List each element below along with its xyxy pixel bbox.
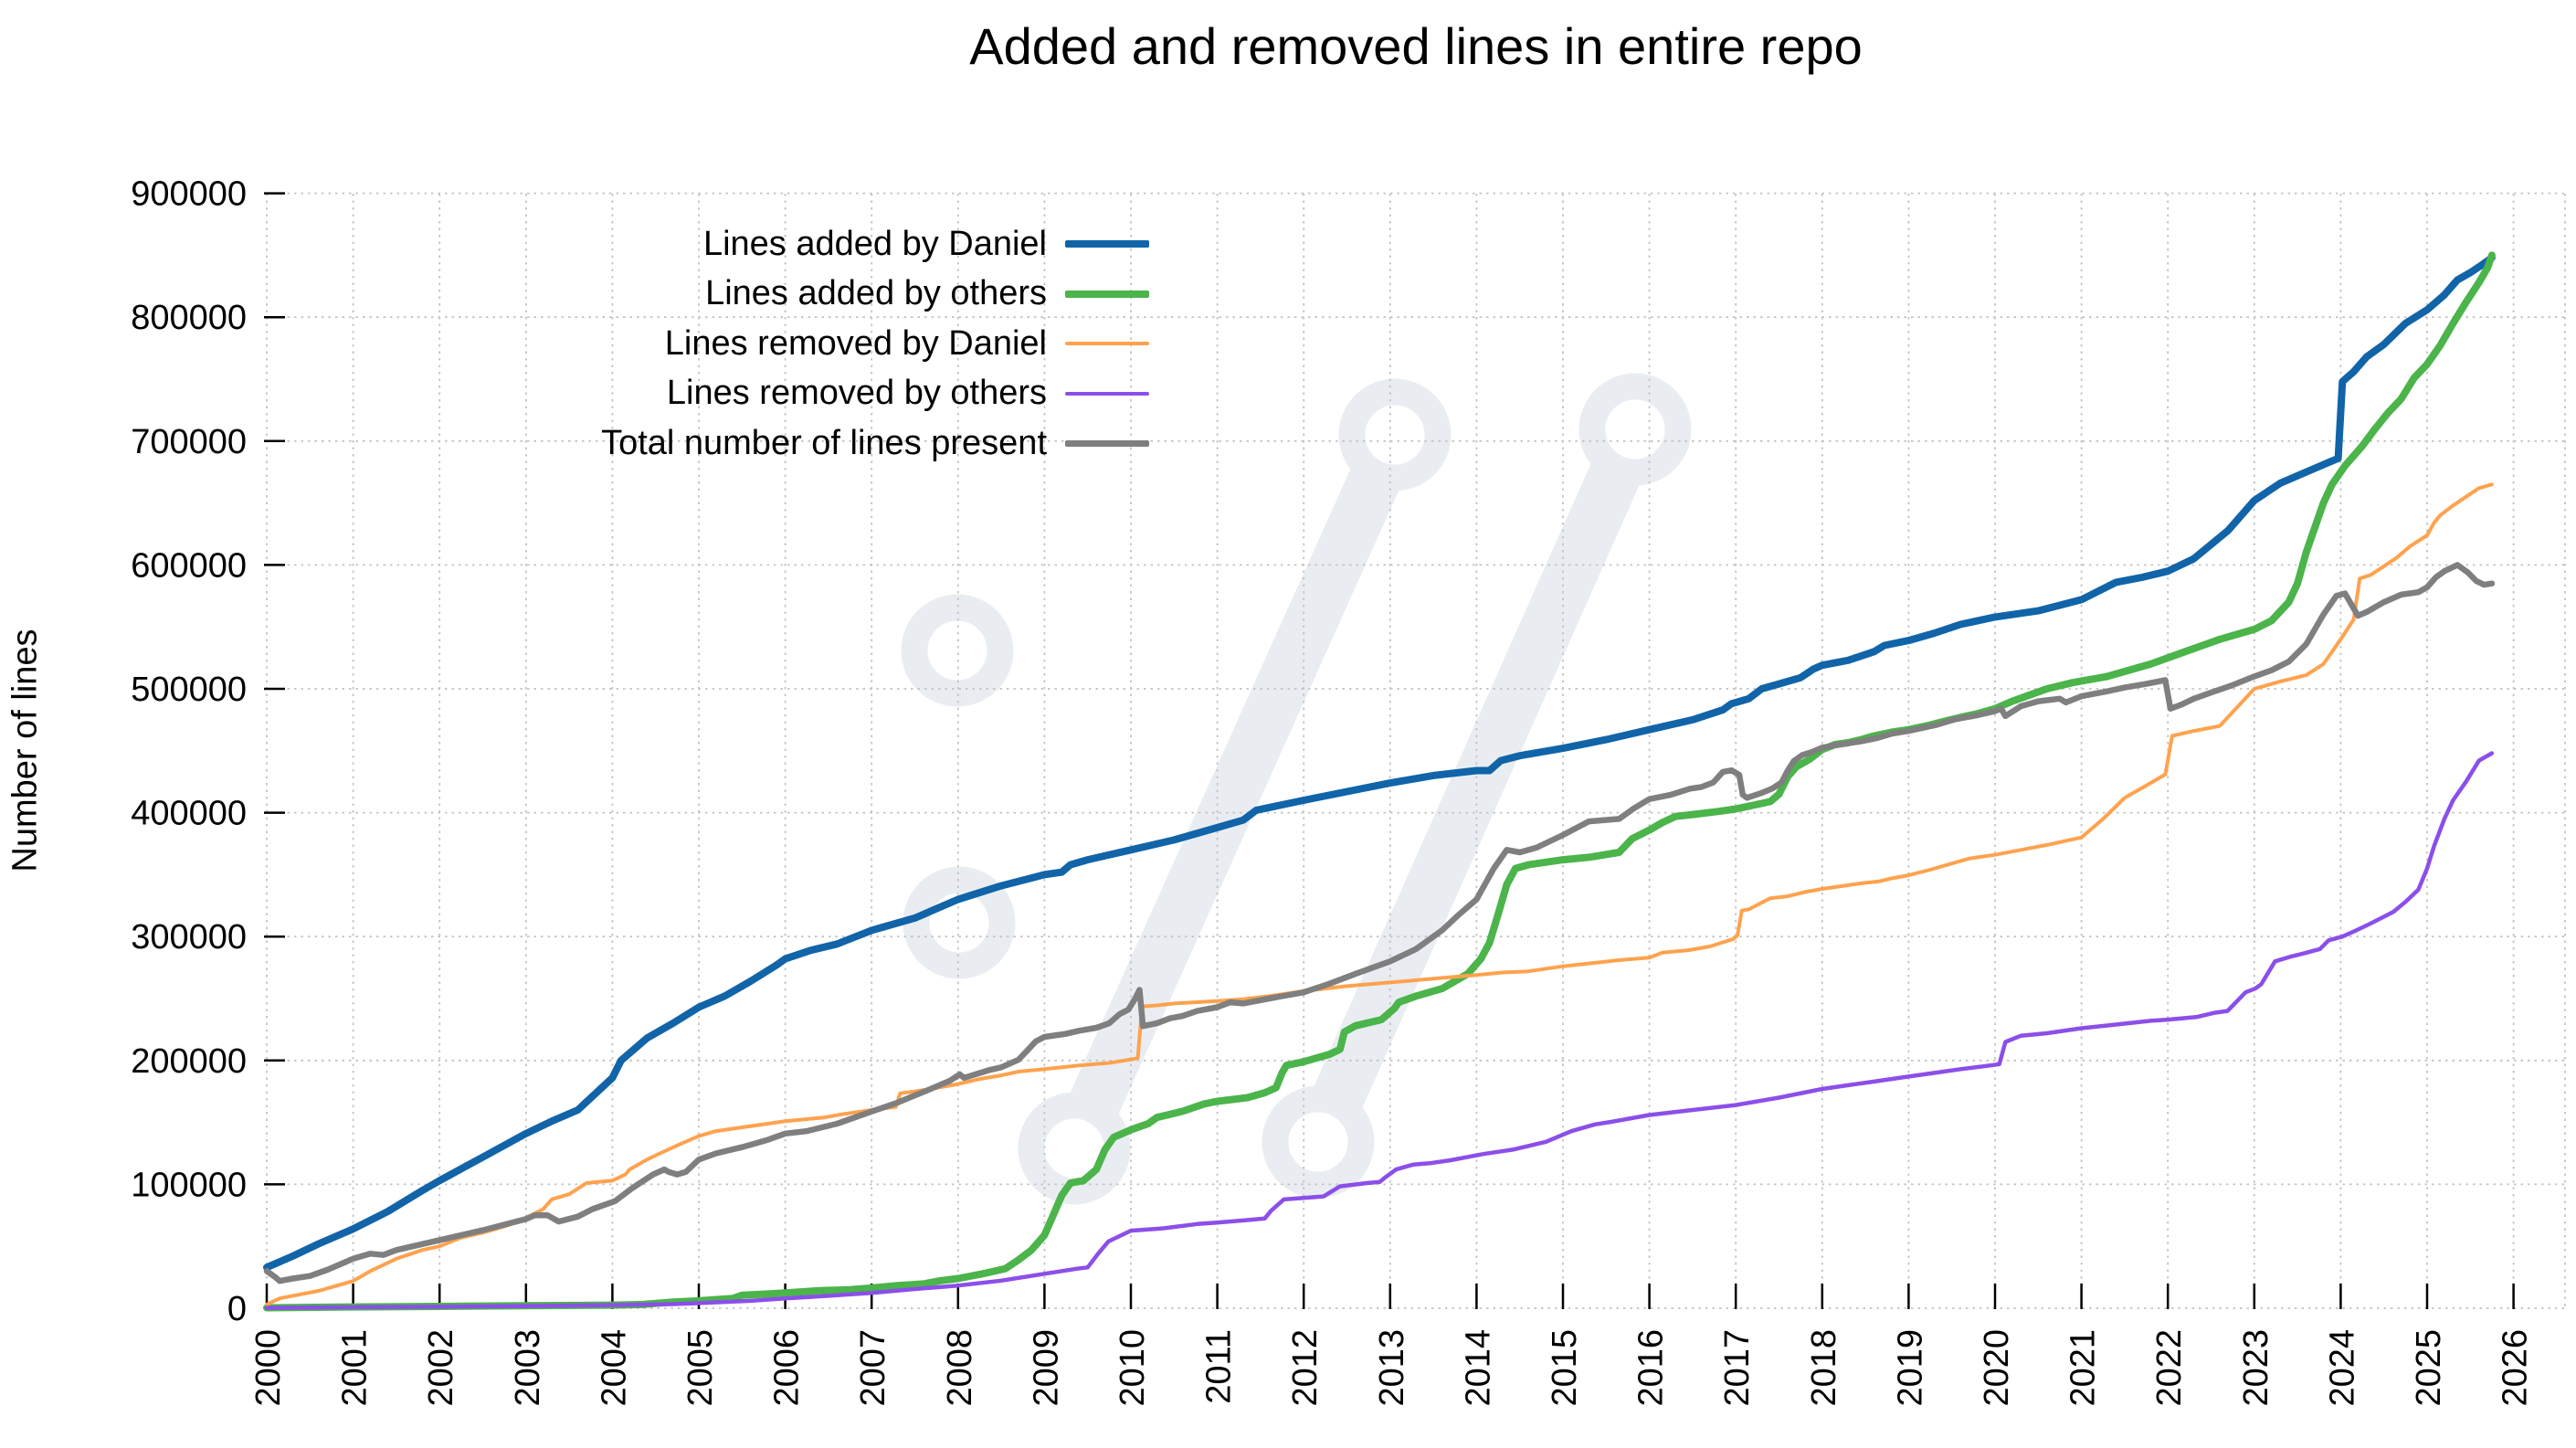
x-tick-label: 2003 — [509, 1329, 547, 1407]
x-tick-label: 2021 — [2064, 1329, 2103, 1407]
x-tick-label: 2007 — [854, 1329, 892, 1407]
series-line — [263, 251, 2496, 1312]
x-tick-label: 2008 — [941, 1329, 979, 1407]
x-tick-label: 2004 — [595, 1329, 633, 1407]
x-tick-label: 2023 — [2237, 1329, 2275, 1407]
x-tick-label: 2015 — [1546, 1329, 1584, 1407]
x-tick-label: 2005 — [681, 1329, 720, 1407]
series-line — [264, 751, 2495, 1310]
watermark-ring-icon — [903, 866, 1016, 979]
legend-item: Lines added by Daniel — [0, 219, 1149, 270]
legend-label: Lines added by others — [705, 274, 1047, 313]
watermark-ring-icon — [1578, 373, 1692, 486]
legend-swatch — [1065, 440, 1149, 447]
watermark-ring-icon — [901, 594, 1014, 707]
legend-item: Lines removed by Daniel — [0, 319, 1149, 369]
series-line — [263, 562, 2496, 1284]
x-tick-label: 2011 — [1200, 1329, 1239, 1404]
legend-label: Lines added by Daniel — [702, 224, 1047, 263]
legend: Lines added by Daniel Lines added by othe… — [0, 219, 1149, 469]
legend-item: Lines added by others — [0, 270, 1149, 320]
x-tick-label: 2014 — [1459, 1329, 1497, 1407]
watermark-ring-icon — [1262, 1085, 1375, 1199]
y-tick-label: 300000 — [131, 918, 247, 957]
x-tick-label: 2022 — [2150, 1329, 2189, 1407]
y-tick-label: 0 — [227, 1290, 247, 1328]
x-tick-label: 2024 — [2323, 1329, 2361, 1407]
y-tick-label: 400000 — [131, 795, 247, 833]
y-tick-label: 900000 — [131, 175, 247, 214]
x-tick-label: 2019 — [1891, 1329, 1929, 1407]
x-tick-label: 2017 — [1718, 1329, 1757, 1407]
x-tick-label: 2020 — [1978, 1329, 2016, 1407]
legend-swatch — [1065, 290, 1149, 298]
watermark-slash-icon — [1048, 408, 1421, 1175]
x-tick-label: 2026 — [2497, 1329, 2535, 1407]
watermark-ring-icon — [1338, 378, 1452, 491]
x-tick-label: 2025 — [2410, 1329, 2448, 1407]
x-tick-label: 2012 — [1286, 1329, 1325, 1407]
y-tick-label: 800000 — [131, 299, 247, 337]
x-tick-label: 2006 — [768, 1329, 807, 1407]
x-tick-label: 2009 — [1027, 1329, 1065, 1407]
legend-item: Total number of lines present — [0, 418, 1149, 469]
series-line — [263, 254, 2496, 1272]
legend-label: Total number of lines present — [601, 423, 1047, 462]
x-tick-label: 2018 — [1805, 1329, 1843, 1407]
legend-label: Lines removed by Daniel — [664, 323, 1047, 363]
legend-label: Lines removed by others — [666, 374, 1047, 413]
legend-swatch — [1065, 391, 1149, 396]
y-tick-label: 700000 — [131, 423, 247, 461]
x-tick-label: 2001 — [336, 1329, 375, 1407]
y-tick-label: 500000 — [131, 671, 247, 709]
chart-title: Added and removed lines in entire repo — [969, 17, 1863, 75]
x-tick-label: 2016 — [1632, 1329, 1671, 1407]
series-line — [265, 482, 2494, 1306]
y-tick-label: 200000 — [131, 1042, 247, 1081]
legend-item: Lines removed by others — [0, 369, 1149, 419]
y-tick-label: 600000 — [131, 546, 247, 585]
x-tick-label: 2000 — [249, 1329, 288, 1407]
legend-swatch — [1065, 342, 1149, 346]
x-tick-label: 2002 — [422, 1329, 460, 1407]
y-tick-label: 100000 — [131, 1166, 247, 1204]
x-tick-label: 2010 — [1114, 1329, 1152, 1407]
x-tick-label: 2013 — [1373, 1329, 1411, 1407]
legend-swatch — [1065, 240, 1149, 248]
